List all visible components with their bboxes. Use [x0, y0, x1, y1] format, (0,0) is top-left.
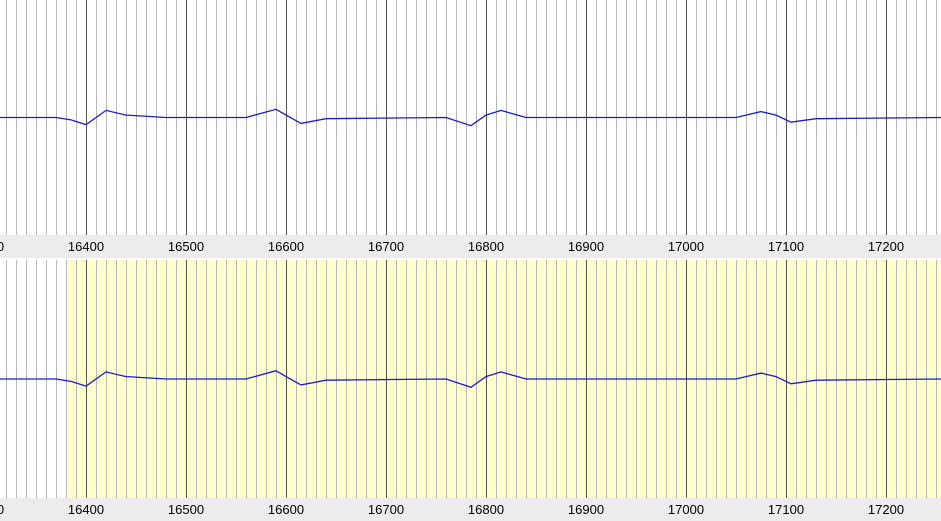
x-tick-label: 17000 — [668, 502, 704, 517]
x-tick-label: 17100 — [768, 502, 804, 517]
x-tick-label: 16500 — [168, 239, 204, 254]
x-tick-label: 16900 — [568, 239, 604, 254]
x-tick-label: 16600 — [268, 502, 304, 517]
x-tick-label: 16700 — [368, 239, 404, 254]
plot-background — [0, 0, 941, 235]
signal-line — [0, 369, 941, 389]
axis-strip — [0, 498, 941, 521]
x-tick-label: 16600 — [268, 239, 304, 254]
x-tick-label: 16800 — [468, 502, 504, 517]
x-tick-label: 17000 — [668, 239, 704, 254]
signal-line — [0, 108, 941, 127]
x-tick-label: 17100 — [768, 239, 804, 254]
x-tick-label: 17200 — [868, 239, 904, 254]
x-tick-label: 16500 — [168, 502, 204, 517]
x-tick-label: 16400 — [68, 239, 104, 254]
x-tick-label: 16400 — [68, 502, 104, 517]
x-tick-label: 16900 — [568, 502, 604, 517]
x-tick-label: 17200 — [868, 502, 904, 517]
axis-strip — [0, 235, 941, 258]
x-tick-label: 16700 — [368, 502, 404, 517]
x-tick-label: 16300 — [0, 239, 4, 254]
x-tick-label: 16800 — [468, 239, 504, 254]
x-tick-label: 16300 — [0, 502, 4, 517]
